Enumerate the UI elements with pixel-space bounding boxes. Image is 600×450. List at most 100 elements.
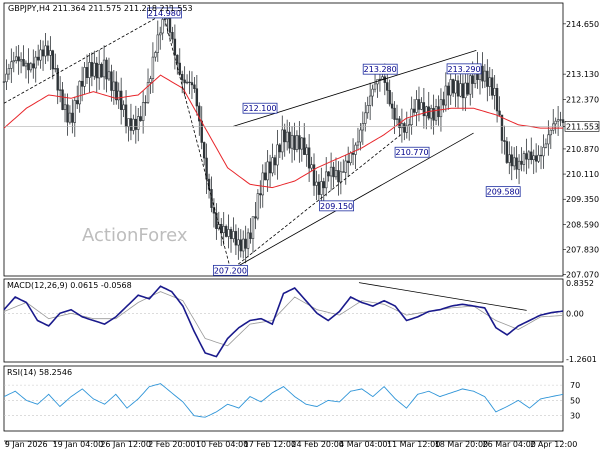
- candle: [310, 156, 313, 172]
- candle: [151, 42, 155, 93]
- candle: [322, 177, 325, 203]
- candle-body: [46, 45, 50, 56]
- candle-body: [139, 116, 142, 121]
- candle-body: [322, 181, 325, 189]
- candle: [156, 20, 159, 62]
- candle-body: [90, 62, 94, 77]
- candle-body: [190, 82, 194, 86]
- candle-body: [310, 164, 313, 169]
- candle-body: [498, 110, 501, 116]
- candle-body: [141, 102, 145, 121]
- candle: [215, 203, 218, 240]
- candle: [56, 64, 59, 105]
- candle: [159, 26, 162, 50]
- candle-body: [503, 140, 506, 142]
- candle: [444, 72, 448, 112]
- candle-body: [44, 45, 47, 57]
- candle-body: [364, 112, 367, 124]
- candle-body: [276, 144, 279, 166]
- candle: [544, 138, 548, 149]
- candle: [46, 40, 50, 62]
- candle: [334, 157, 338, 180]
- y-tick-label: 214.650: [566, 20, 599, 29]
- y-tick-label: 210.110: [566, 170, 599, 179]
- candle: [500, 114, 504, 154]
- candle-body: [327, 171, 330, 177]
- candle: [107, 57, 111, 82]
- candle-body: [525, 153, 528, 160]
- candle-body: [461, 83, 465, 99]
- candle: [68, 105, 72, 125]
- candle-body: [307, 147, 311, 169]
- candle-body: [227, 229, 230, 237]
- rsi-title: RSI(14) 58.2546: [7, 368, 72, 377]
- candle: [344, 154, 347, 185]
- candle-body: [454, 80, 457, 94]
- candle: [466, 70, 469, 96]
- annotation-box: [446, 63, 482, 75]
- candle-body: [530, 151, 533, 161]
- candle-body: [251, 216, 255, 239]
- candle: [303, 123, 306, 155]
- candle: [429, 104, 433, 130]
- candle-body: [232, 231, 235, 239]
- candle-body: [493, 88, 496, 96]
- candle-body: [290, 135, 294, 149]
- candle-body: [122, 104, 125, 110]
- candle: [263, 162, 267, 181]
- candle-body: [483, 70, 487, 82]
- candle: [515, 145, 518, 179]
- candle-body: [459, 83, 462, 97]
- candle-body: [68, 112, 72, 123]
- candle: [534, 143, 538, 173]
- candle: [105, 57, 108, 93]
- candle-body: [434, 106, 438, 121]
- candle-body: [522, 153, 526, 165]
- candle-body: [408, 124, 411, 127]
- candle: [234, 224, 238, 255]
- candle-body: [510, 154, 513, 167]
- candle: [266, 150, 269, 192]
- candle-body: [491, 77, 494, 96]
- candle: [508, 141, 511, 175]
- candle: [420, 97, 423, 111]
- candle-body: [449, 79, 452, 96]
- candle: [149, 75, 152, 94]
- candle-body: [532, 155, 535, 161]
- candle-body: [127, 118, 130, 128]
- candle: [371, 84, 374, 107]
- candle: [552, 109, 555, 135]
- candle: [144, 95, 147, 116]
- candle-body: [295, 135, 299, 150]
- candle-body: [193, 84, 196, 90]
- annotation-label: 210.770: [396, 148, 429, 157]
- candle-body: [154, 52, 157, 58]
- candle: [386, 74, 389, 104]
- pane-frame-main: [3, 2, 564, 277]
- candle: [483, 64, 487, 88]
- candle-body: [263, 172, 267, 181]
- candle-body: [107, 71, 111, 80]
- candle: [368, 82, 372, 121]
- candle-body: [271, 157, 274, 174]
- candle: [395, 104, 399, 125]
- candle-body: [273, 157, 277, 166]
- candle-body: [7, 68, 11, 75]
- candle-body: [256, 193, 260, 219]
- candle-body: [61, 89, 64, 110]
- candle-body: [188, 81, 191, 83]
- candle: [10, 48, 13, 83]
- candle: [202, 141, 206, 166]
- candle-body: [102, 59, 106, 78]
- candle-body: [495, 88, 499, 112]
- candle-body: [110, 71, 113, 91]
- candle: [491, 69, 494, 100]
- candle-body: [151, 56, 155, 79]
- candle: [195, 74, 199, 116]
- annotation-label: 214.980: [148, 9, 181, 18]
- candle-body: [334, 170, 338, 178]
- candle: [222, 212, 225, 246]
- pane-frame-rsi: [3, 365, 564, 432]
- candle: [359, 122, 362, 151]
